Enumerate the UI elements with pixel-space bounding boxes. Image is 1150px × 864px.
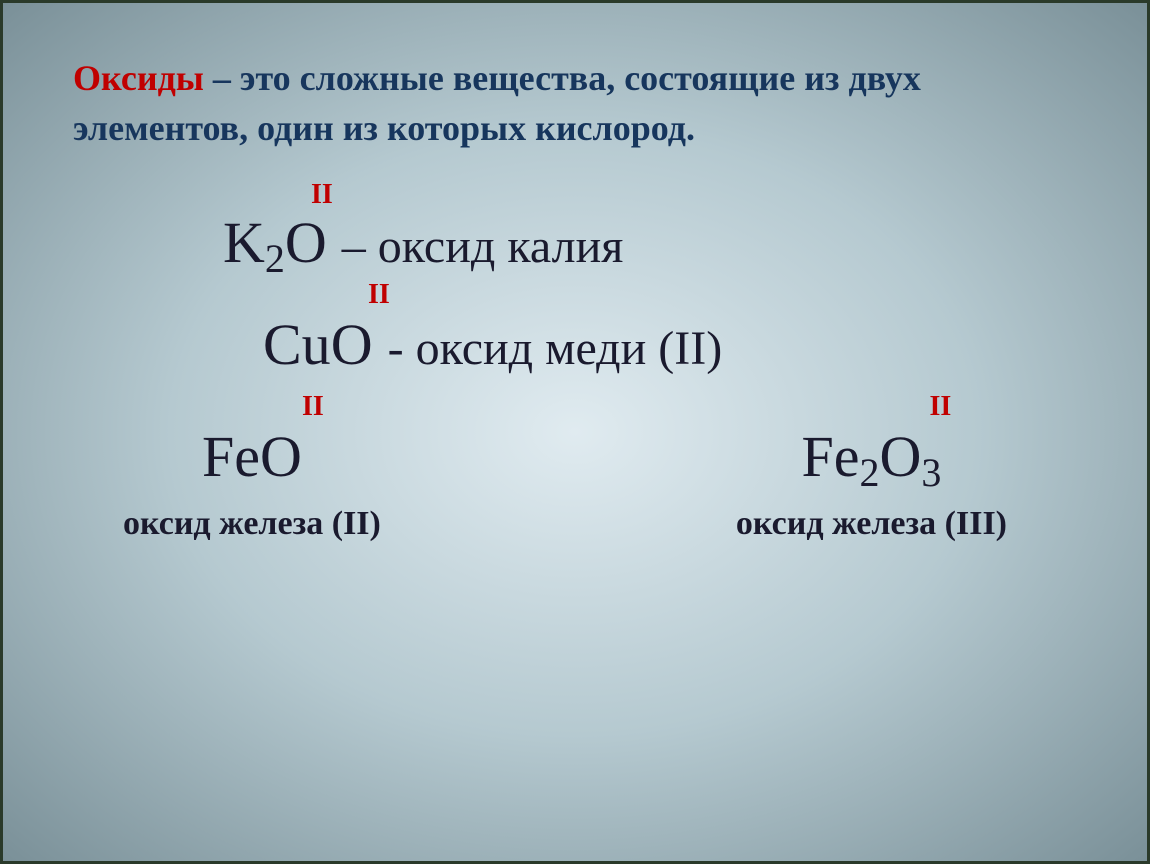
valence-mark: II: [311, 179, 333, 211]
formula-row-k2o: II K2O – оксид калия: [193, 209, 1077, 276]
formula-k2o: II K2O – оксид калия: [223, 209, 623, 276]
formula-cuo: II CuO - оксид меди (II): [263, 311, 722, 378]
valence-mark: II: [930, 391, 952, 423]
def-separator: –: [204, 58, 240, 98]
formula-label: оксид железа (II): [123, 505, 381, 543]
column-feo: II FeO оксид железа (II): [123, 423, 381, 543]
formula-section: II K2O – оксид калия II CuO - оксид меди…: [73, 209, 1077, 543]
formula-label: оксид железа (III): [736, 505, 1007, 543]
formula-fe2o3: II Fe2O3: [802, 423, 942, 490]
formula-row-cuo: II CuO - оксид меди (II): [193, 311, 1077, 378]
formula-element: CuO: [263, 311, 373, 378]
formula-element: FeO: [202, 423, 302, 490]
valence-mark: II: [368, 279, 390, 311]
formula-feo: II FeO: [202, 423, 302, 490]
formula-element: K2O: [223, 209, 327, 276]
formula-row-iron-oxides: II FeO оксид железа (II) II Fe2O3 оксид …: [73, 423, 1077, 543]
formula-name: – оксид калия: [342, 219, 624, 274]
term-oxide: Оксиды: [73, 58, 204, 98]
definition-text: Оксиды – это сложные вещества, состоящие…: [73, 53, 1077, 154]
chemistry-slide: Оксиды – это сложные вещества, состоящие…: [0, 0, 1150, 864]
valence-mark: II: [302, 391, 324, 423]
formula-name: - оксид меди (II): [388, 321, 723, 376]
def-terminator: .: [686, 108, 695, 148]
formula-element: Fe2O3: [802, 423, 942, 490]
column-fe2o3: II Fe2O3 оксид железа (III): [736, 423, 1007, 543]
